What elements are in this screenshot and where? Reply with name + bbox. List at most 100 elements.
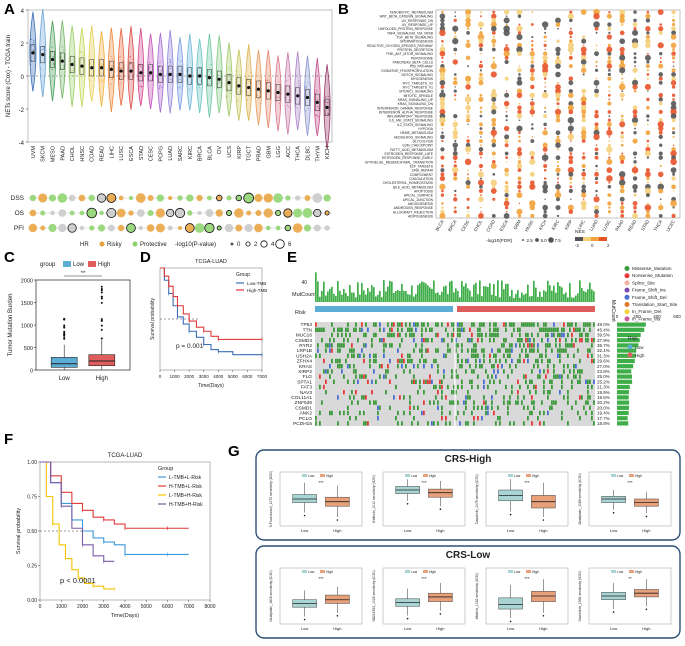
e-cell-0-94 [503, 322, 505, 327]
e-cell-4-107 [529, 343, 531, 348]
c-ylabel: Tumor Mutation Burden [8, 294, 14, 357]
b-dot-46-18 [670, 200, 677, 207]
e-cell-2-38 [391, 332, 393, 338]
e-cell-11-9 [333, 379, 335, 384]
e-cell-2-126 [567, 332, 569, 338]
b-dot-13-13 [606, 63, 613, 69]
g-outlier-1-1-high [439, 613, 442, 615]
b-dot-0-14 [619, 9, 626, 15]
b-col-label-BLCA: BLCA [435, 219, 445, 232]
a-point-OV-6 [216, 87, 218, 89]
b-dot-3-15 [632, 22, 638, 27]
f-curve-3 [40, 461, 115, 562]
e-top-bar-71 [457, 290, 459, 302]
a-point-PAAD-7 [60, 56, 62, 58]
b-col-label-CHOL: CHOL [473, 219, 484, 233]
b-dot-45-17 [659, 198, 662, 201]
e-top-bar-29 [373, 287, 375, 302]
b-dot-24-10 [568, 109, 574, 115]
g-legend-low-swatch-0-2 [508, 474, 513, 477]
e-cell-15-69 [453, 400, 455, 405]
e-cell-17-63 [441, 410, 443, 416]
b-dot-41-8 [543, 180, 547, 185]
b-dot-14-18 [671, 68, 676, 73]
a-hr-dot-PFI-LGG [275, 225, 281, 231]
b-dot-0-2 [465, 9, 472, 16]
e-cell-3-58 [431, 338, 433, 343]
e-cell-10-81 [477, 374, 479, 379]
b-dot-14-0 [439, 67, 446, 74]
b-dot-22-9 [556, 102, 560, 106]
b-row-label-49: ADIPOGENESIS [408, 214, 434, 218]
a-point-PCPG-3 [161, 86, 163, 88]
b-dot-0-3 [479, 10, 483, 14]
e-cell-5-84 [483, 348, 485, 353]
a-hr-dot-PFI-HNSC [79, 225, 85, 231]
b-dot-33-0 [440, 147, 445, 152]
e-cell-2-132 [579, 332, 581, 338]
b-dot-12-8 [543, 59, 548, 65]
b-dot-31-9 [555, 138, 561, 144]
e-top-bar-120 [555, 292, 557, 302]
b-dot-10-9 [555, 51, 561, 56]
b-col-label-CESC: CESC [460, 218, 471, 232]
b-dot-14-16 [646, 69, 649, 72]
e-top-bar-18 [351, 292, 353, 302]
a-point-LIHC-1 [110, 56, 112, 58]
b-dot-30-5 [504, 134, 510, 140]
a-point-DLBC-7 [307, 108, 310, 110]
g-sig-0-0: *** [318, 480, 324, 485]
d-xtick-label-4: 4000 [213, 374, 224, 379]
e-cell-6-43 [401, 353, 403, 358]
b-dot-19-10 [568, 89, 573, 94]
e-cell-17-7 [329, 410, 331, 416]
b-dot-31-16 [646, 139, 650, 143]
a-hr-dot-DSS-KIRP [235, 194, 243, 202]
b-row-label-36: EPITHELIAL_MESENCHYMAL_TRANSITION [365, 160, 433, 164]
b-dot-24-13 [607, 110, 612, 114]
e-cell-7-102 [519, 358, 521, 364]
a-point-COAD-2 [88, 74, 90, 77]
a-point-BLCA-8 [205, 85, 208, 87]
b-dot-26-1 [454, 119, 457, 122]
b-row-label-11: PEROXISOME [411, 56, 434, 60]
e-cell-7-8 [331, 358, 333, 364]
b-dot-34-16 [644, 150, 651, 157]
e-cell-15-100 [515, 400, 517, 405]
b-dot-3-8 [541, 21, 549, 28]
e-cell-12-95 [505, 384, 507, 390]
b-legend-color-step-1 [583, 237, 591, 241]
b-dot-4-2 [466, 27, 470, 30]
g-section-title-1: CRS-Low [446, 550, 491, 561]
e-cell-2-25 [365, 332, 367, 338]
b-dot-15-14 [621, 73, 624, 76]
e-cell-7-92 [499, 358, 501, 364]
e-cell-0-137 [589, 322, 591, 327]
a-violin-LUSC [117, 27, 125, 106]
a-point-HNSC-4 [81, 52, 83, 54]
e-cell-12-138 [591, 384, 593, 390]
b-dot-44-6 [516, 192, 523, 199]
e-cell-7-24 [363, 358, 365, 364]
c-legend-high: High [98, 262, 110, 268]
e-cell-1-87 [489, 327, 491, 332]
a-xlabel-PCPG: PCPG [158, 146, 164, 162]
a-median-OV [217, 77, 221, 81]
e-cell-16-63 [441, 405, 443, 410]
e-side-bar-FLG [617, 374, 632, 379]
g-legend-low-0-2: Low [514, 474, 521, 478]
b-dot-20-6 [516, 92, 523, 99]
e-top-bar-82 [479, 280, 481, 302]
c-ytick-label-4: 2000 [21, 279, 33, 285]
b-dot-11-13 [607, 56, 611, 60]
b-dot-13-18 [672, 65, 675, 67]
a-hr-dot-DSS-TGCT [243, 192, 254, 204]
b-dot-34-11 [582, 152, 585, 155]
b-dot-26-11 [581, 118, 586, 123]
b-dot-13-2 [467, 65, 470, 68]
b-dot-19-9 [555, 88, 561, 95]
e-gene-CSMD1: CSMD1 [295, 405, 312, 411]
a-violin-BLCA [205, 33, 213, 118]
b-dot-48-8 [543, 210, 547, 214]
a-hr-dot-DSS-BRCA [196, 194, 203, 202]
